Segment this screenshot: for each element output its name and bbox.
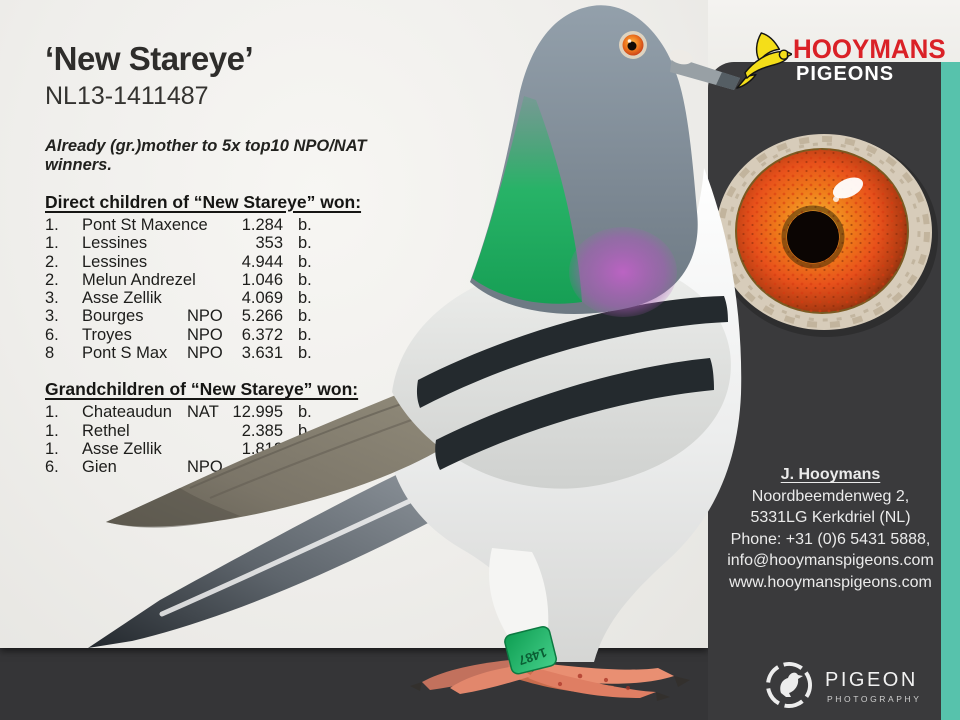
credit-name: PIGEON [825,669,918,691]
result-rank: 1. [45,439,59,458]
result-race: Melun Andrezel [82,270,196,289]
result-race-level: NPO [187,307,223,326]
result-birds-count: 2.385 [241,421,283,440]
contact-address-line: Noordbeemdenweg 2, [751,487,910,505]
result-birds-count: 12.995 [232,403,283,422]
wing-bar [435,358,714,470]
result-row: 2. Melun Andrezel 1.046 b. [45,271,385,289]
result-row: 3. Bourges NPO 5.266 b. [45,307,385,325]
result-race: Rethel [82,421,130,440]
brand-name: HOOYMANS [793,34,946,64]
result-row: 2. Lessines 4.944 b. [45,253,385,271]
result-birds-count: 1.046 [241,270,283,289]
result-rank: 1. [45,403,59,422]
contact-email[interactable]: info@hooymanspigeons.com [727,552,934,569]
contact-block: J. Hooymans Noordbeemdenweg 2, 5331LG Ke… [708,464,941,593]
result-race-level: NPO [187,344,223,363]
neck-purple-iridescence [569,227,677,317]
result-unit: b. [298,270,312,289]
result-race: Pont S Max [82,344,168,363]
result-unit: b. [298,325,312,344]
result-unit: b. [298,234,312,253]
wing-bar [416,296,728,408]
result-race: Troyes [82,325,132,344]
result-unit: b. [298,216,312,234]
result-birds-count: 4.069 [241,289,283,308]
pigeon-eye [619,31,647,59]
result-race-level: NPO [187,458,223,477]
result-unit: b. [298,403,312,422]
result-birds-count: 5.266 [241,307,283,326]
contact-address-line: 5331LG Kerkdriel (NL) [750,509,911,526]
result-rank: 2. [45,252,59,271]
result-birds-count: 4.944 [241,252,283,271]
pigeon-tail-feathers [88,440,492,648]
result-row: 1. Rethel 2.385 b. [45,422,385,440]
yellow-pigeon-logo-icon [736,32,792,89]
result-race: Lessines [82,234,148,253]
grandchildren-heading: Grandchildren of “New Stareye” won: [45,379,359,400]
hooymans-logo: HOOYMANS PIGEONS [736,24,951,96]
pigeon-cere [669,49,693,65]
result-row: 1. Pont St Maxence 1.284 b. [45,216,385,234]
result-race: Lessines [82,252,148,271]
pigeon-name-title: ‘New Stareye’ [45,40,254,77]
result-race-level: NPO [187,325,223,344]
teal-accent-strip [941,62,960,720]
brand-subtitle: PIGEONS [796,63,895,85]
pigeon-ring-band: 1487 [504,626,557,675]
camera-aperture-pigeon-icon [766,662,812,708]
result-rank: 1. [45,421,59,440]
result-race: Pont St Maxence [82,216,208,234]
photography-credit-logo: PIGEON PHOTOGRAPHY [760,656,940,716]
result-birds-count: 1.284 [241,216,283,234]
credit-subtitle: PHOTOGRAPHY [827,694,922,704]
pigeon-legs-feet: 1487 [410,548,690,701]
ring-number: NL13-1411487 [45,82,209,110]
result-birds-count: 3.631 [241,344,283,363]
pigeon-photo: 1487 [88,5,742,701]
pigeon-head-neck [470,5,740,317]
result-rank: 3. [45,307,59,326]
result-birds-count: 6.372 [241,325,283,344]
tagline: Already (gr.)mother to 5x top10 NPO/NAT … [45,137,367,174]
result-row: 3. Asse Zellik 4.069 b. [45,289,385,307]
direct-children-list: 1. Pont St Maxence 1.284 b. 1. Lessines … [45,216,385,362]
result-race: Asse Zellik [82,289,162,308]
result-birds-count: 353 [255,234,283,253]
result-race: Chateaudun [82,403,172,422]
result-unit: b. [298,289,312,308]
result-race: Bourges [82,307,144,326]
result-rank: 1. [45,216,59,234]
direct-children-section: Direct children of “New Stareye” won: 1.… [45,192,385,362]
result-row: 8 Pont S Max NPO 3.631 b. [45,344,385,362]
result-rank: 1. [45,234,59,253]
result-race: Gien [82,458,117,477]
result-unit: b. [298,344,312,363]
neck-green-iridescence [472,96,582,304]
result-rank: 6. [45,458,59,477]
contact-name: J. Hooymans [780,466,881,483]
result-rank: 6. [45,325,59,344]
contact-website[interactable]: www.hooymanspigeons.com [729,573,932,591]
result-row: 6. Troyes NPO 6.372 b. [45,326,385,344]
result-rank: 2. [45,270,59,289]
result-race-level: NAT [187,403,219,422]
result-unit: b. [298,252,312,271]
result-unit: b. [298,307,312,326]
direct-children-heading: Direct children of “New Stareye” won: [45,192,362,212]
result-race: Asse Zellik [82,439,162,458]
result-row: 1. Chateaudun NAT 12.995 b. [45,403,385,421]
result-rank: 3. [45,289,59,308]
result-row: 1. Lessines 353 b. [45,234,385,252]
result-rank: 8 [45,344,55,363]
contact-phone: Phone: +31 (0)6 5431 5888, [730,530,931,548]
pigeon-wing-shield [392,259,731,489]
